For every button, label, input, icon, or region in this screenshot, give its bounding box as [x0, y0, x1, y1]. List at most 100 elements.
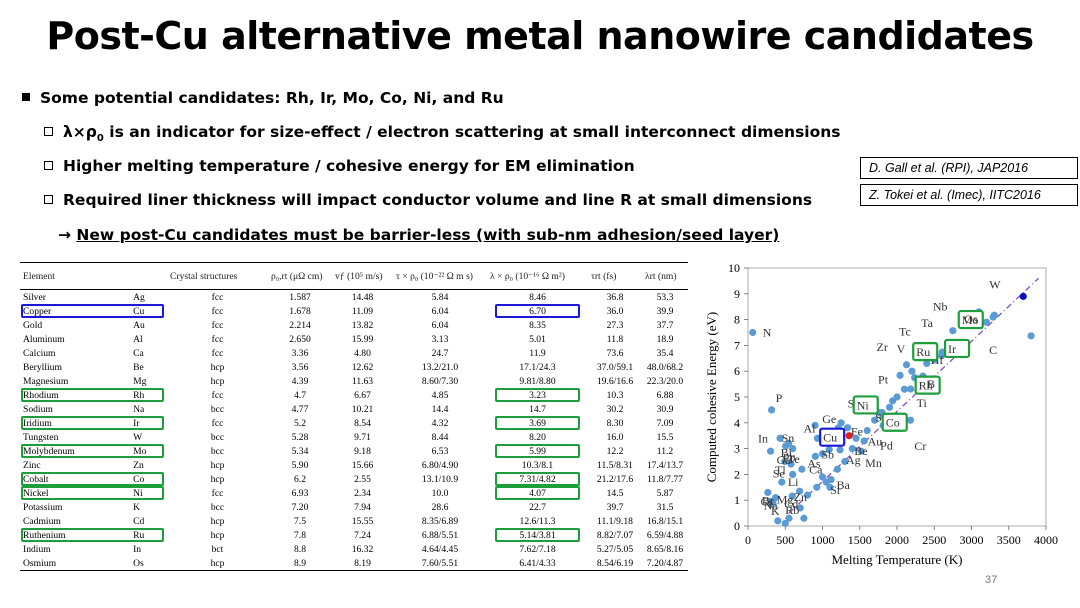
table-cell: 15.5 [656, 431, 674, 443]
table-cell: 8.9 [268, 556, 332, 571]
scatter-point [766, 447, 775, 455]
point-label: Se [773, 467, 785, 481]
table-cell: 8.8 [294, 543, 306, 555]
point-label: K [771, 504, 780, 518]
table-cell: 6.04 [431, 305, 449, 317]
table-cell: 13.1/10.9 [421, 473, 459, 485]
point-label: Tl [775, 463, 786, 477]
table-cell: 7.20 [291, 501, 309, 513]
point-label: Pd [880, 439, 893, 453]
table-cell: 7.8 [294, 529, 306, 541]
point-highlight-box [912, 342, 939, 362]
point-label: Ti [917, 396, 928, 410]
table-row: Cobalt Co hcp 6.2 2.55 13.1/10.9 7.31/4.82 21.2… [20, 472, 688, 486]
point-label: Ca [809, 463, 823, 477]
table-cell: Molybdenum [23, 445, 75, 457]
table-cell: 7.60/5.51 [393, 556, 487, 571]
scatter-point [982, 318, 990, 326]
scatter-point [833, 465, 841, 473]
table-cell: 4.32 [431, 417, 449, 429]
table-cell: 3.23 [529, 389, 546, 401]
scatter-point [804, 491, 812, 499]
scatter-point [796, 487, 804, 495]
table-cell: Aluminum [23, 333, 65, 345]
table-cell: fcc [211, 487, 224, 499]
table-cell: Rh [133, 389, 145, 401]
table-cell: 8.35 [529, 319, 546, 331]
table-cell: 10.0 [431, 487, 449, 499]
point-label: C [989, 343, 997, 357]
table-row: Beryllium Be hcp 3.56 12.62 13.2/21.0 17.1/24.… [20, 360, 688, 374]
table-cell: 8.54/6.19 [588, 556, 642, 571]
table-cell: 1.587 [289, 291, 311, 303]
arrow-icon: → [58, 226, 71, 244]
table-cell: 30.2 [606, 403, 624, 415]
point-label: Pb [783, 451, 796, 465]
table-cell: 27.3 [606, 319, 624, 331]
table-cell: hcp [210, 529, 225, 541]
table-cell: 6.59/4.88 [646, 529, 684, 541]
sub-bullet-1: λ×ρ0 is an indicator for size-effect / e… [44, 123, 841, 144]
point-label: Ge [822, 412, 836, 426]
table-cell: fcc [211, 291, 224, 303]
table-cell: 6.93 [291, 487, 309, 499]
table-cell: Mg [133, 375, 147, 387]
sub-bullet-1-subscript: 0 [96, 133, 104, 145]
table-cell: Rhodium [23, 389, 59, 401]
point-label: Rh [919, 379, 933, 393]
scatter-point [871, 416, 879, 424]
table-cell: bcc [210, 445, 225, 457]
table-cell: 6.2 [294, 473, 306, 485]
point-label: Ga [777, 453, 792, 467]
x-tick-label: 3000 [960, 533, 984, 547]
scatter-point [826, 483, 834, 491]
table-cell: fcc [211, 305, 224, 317]
table-cell: fcc [211, 417, 224, 429]
scatter-point [841, 457, 849, 466]
point-label: P [776, 391, 783, 405]
table-cell: 8.44 [431, 431, 449, 443]
table-cell: 10.3/8.1 [521, 459, 554, 471]
table-cell: 5.84 [431, 291, 449, 303]
x-axis-label: Melting Temperature (K) [832, 552, 963, 567]
scatter-point [845, 432, 853, 440]
table-cell: 4.80 [354, 347, 371, 359]
scatter-point [836, 446, 844, 454]
scatter-point [907, 385, 915, 393]
table-cell: 5.01 [529, 333, 546, 345]
table-cell: 28.6 [431, 501, 449, 513]
table-header-cell: λ × ρ₀ (10⁻¹⁶ Ω m²) [487, 262, 588, 290]
table-header-cell: τ × ρ₀ (10⁻²² Ω m s) [393, 262, 487, 290]
table-cell: 7.20/4.87 [642, 556, 688, 571]
table-row: Iridium Ir fcc 5.2 8.54 4.32 3.69 8.30 7.09 [20, 416, 688, 430]
table-cell: 3.36 [291, 347, 309, 359]
x-tick-label: 1000 [811, 533, 835, 547]
table-header-cell: λrt (nm) [642, 262, 688, 290]
table-cell: 16.0 [606, 431, 624, 443]
point-label: Be [854, 444, 867, 458]
table-cell: Au [133, 319, 145, 331]
x-tick-label: 500 [776, 533, 794, 547]
table-row: Indium In bct 8.8 16.32 4.64/4.45 7.62/7.18 5.2… [20, 542, 688, 556]
scatter-point [860, 437, 868, 445]
x-tick-label: 2000 [885, 533, 909, 547]
table-cell: 6.41/4.33 [487, 556, 588, 571]
table-cell: 1.678 [289, 305, 311, 317]
table-cell: 13.82 [351, 319, 374, 331]
table-cell: 6.88/5.51 [421, 529, 459, 541]
point-label: W [989, 277, 1001, 291]
scatter-point [782, 442, 790, 450]
table-cell: bcc [210, 431, 225, 443]
table-cell: 4.7 [294, 389, 306, 401]
y-tick-label: 8 [734, 313, 740, 327]
table-cell: 12.6/11.3 [519, 515, 556, 527]
scatter-point [852, 434, 860, 442]
table-cell: 10.3 [606, 389, 624, 401]
table-row: Silver Ag fcc 1.587 14.48 5.84 8.46 36.8 53.3 [20, 290, 688, 305]
point-highlight-box [852, 395, 879, 415]
table-cell: 10.21 [351, 403, 374, 415]
scatter-point [785, 514, 793, 522]
table-cell: Na [133, 403, 145, 415]
table-row: Cadmium Cd hcp 7.5 15.55 8.35/6.89 12.6/11.3 11… [20, 514, 688, 528]
scatter-point [776, 434, 784, 442]
